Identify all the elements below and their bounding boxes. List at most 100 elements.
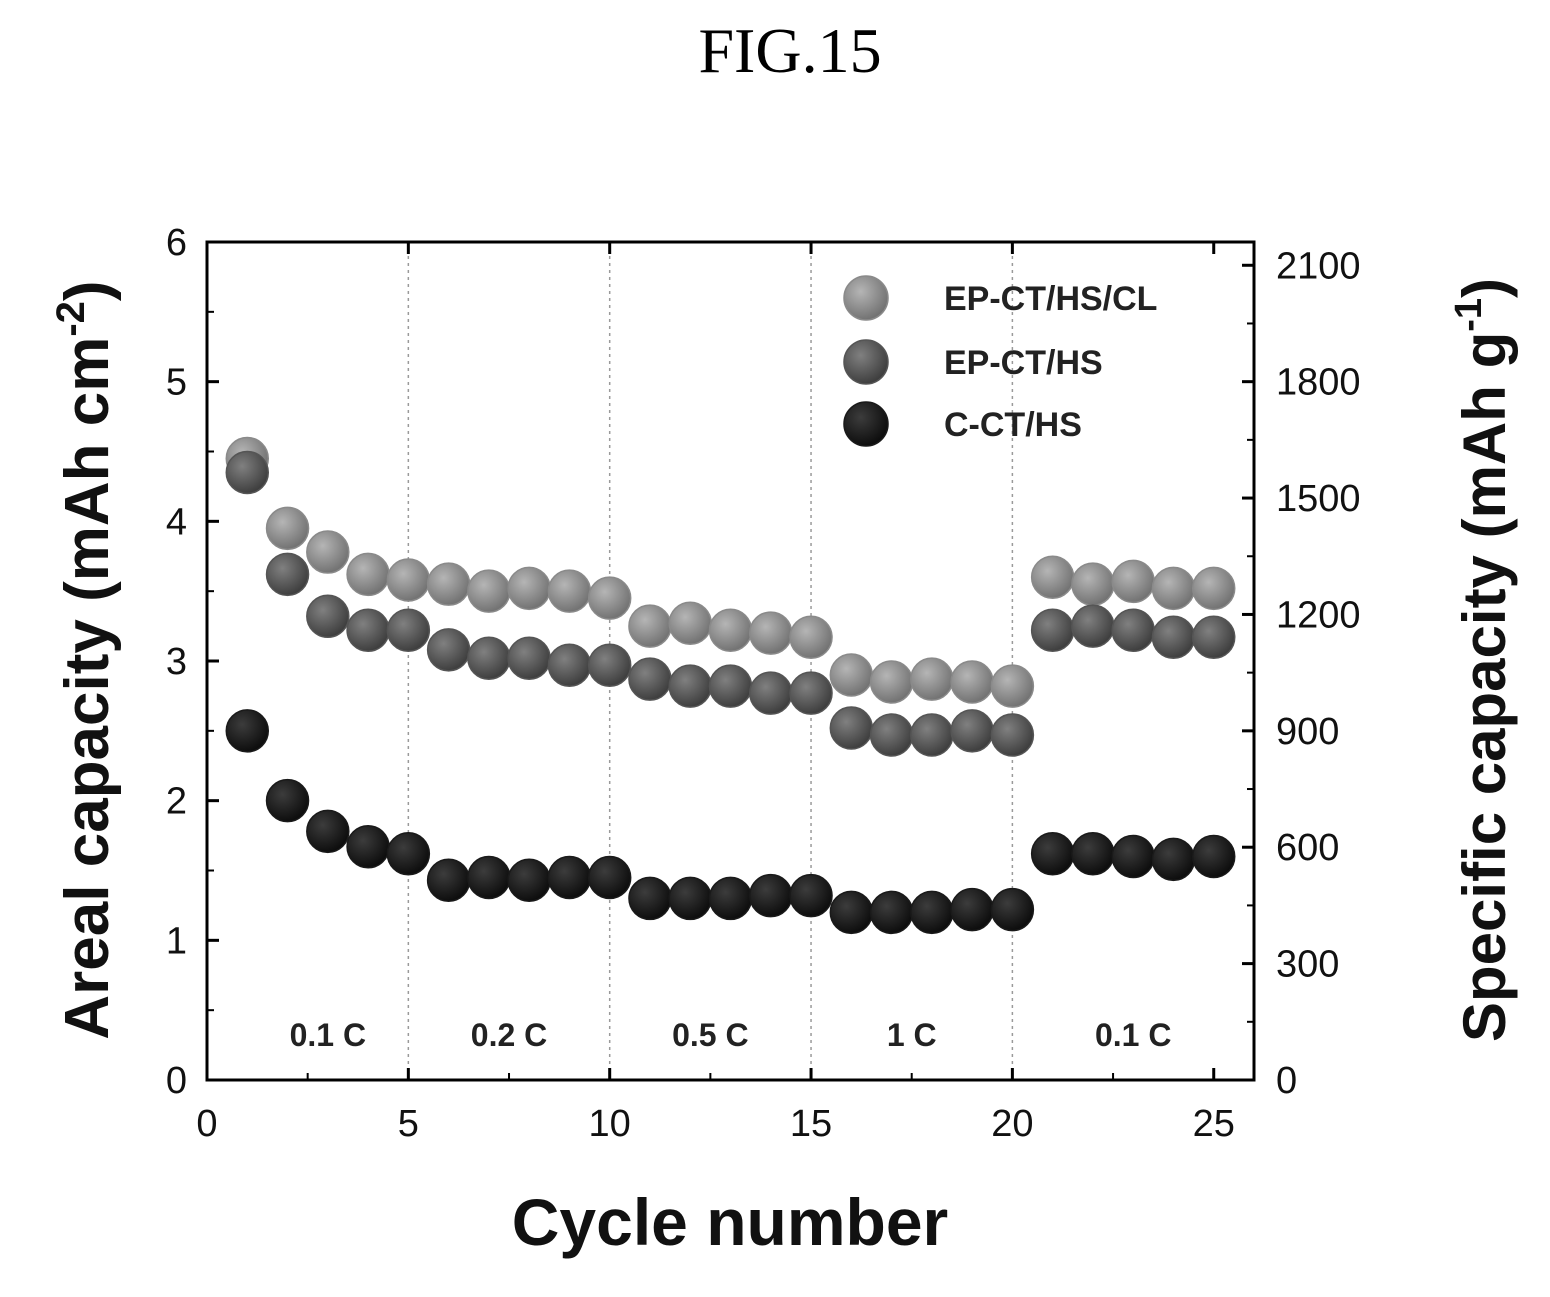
rate-label: 0.1 C bbox=[290, 1017, 366, 1053]
data-point bbox=[587, 855, 632, 900]
y-right-tick-label: 300 bbox=[1276, 944, 1339, 986]
data-point bbox=[1151, 566, 1196, 611]
data-point bbox=[587, 643, 632, 687]
legend-label: C-CT/HS bbox=[944, 406, 1082, 444]
y-right-axis-label: Specific capacity (mAh g-1) bbox=[1448, 278, 1518, 1042]
data-point bbox=[950, 709, 994, 753]
y-left-tick-label: 4 bbox=[166, 501, 187, 543]
data-point bbox=[467, 569, 511, 613]
data-point bbox=[346, 608, 390, 653]
legend: EP-CT/HS/CL EP-CT/HS C-CT/HS bbox=[843, 275, 1157, 447]
x-tick-label: 15 bbox=[790, 1103, 832, 1145]
x-tick-label: 10 bbox=[589, 1103, 631, 1145]
data-point bbox=[426, 628, 471, 672]
data-point bbox=[789, 671, 833, 715]
data-point bbox=[829, 890, 874, 935]
x-tick-label: 5 bbox=[398, 1103, 419, 1145]
data-point bbox=[1111, 608, 1155, 653]
y-right-tick-label: 1500 bbox=[1276, 478, 1361, 520]
y-right-tick-label: 1200 bbox=[1276, 594, 1361, 636]
y-right-axis-ticks: 0 300 600 900 1200 1500 1800 2100 bbox=[1242, 245, 1361, 1102]
data-point bbox=[910, 713, 954, 757]
y-left-axis-label: Areal capacity (mAh cm-2) bbox=[49, 280, 122, 1039]
data-point bbox=[306, 594, 350, 639]
y-right-tick-label: 900 bbox=[1276, 711, 1339, 753]
data-point bbox=[1071, 562, 1115, 606]
data-point bbox=[829, 706, 874, 750]
data-points bbox=[225, 436, 1236, 935]
data-point bbox=[1030, 555, 1075, 599]
data-point bbox=[1191, 615, 1236, 660]
rate-label: 0.5 C bbox=[672, 1017, 748, 1053]
data-point bbox=[265, 506, 310, 551]
data-point bbox=[869, 660, 914, 704]
legend-label: EP-CT/HS/CL bbox=[944, 280, 1157, 318]
rate-label: 0.1 C bbox=[1095, 1017, 1171, 1053]
data-point bbox=[628, 657, 672, 701]
y-right-tick-label: 2100 bbox=[1276, 245, 1361, 287]
y-left-tick-label: 2 bbox=[166, 781, 187, 823]
data-point bbox=[990, 887, 1035, 932]
data-point bbox=[386, 608, 431, 653]
data-point bbox=[306, 530, 350, 574]
rate-labels: 0.1 C 0.2 C 0.5 C 1 C 0.1 C bbox=[290, 1017, 1172, 1053]
x-tick-label: 20 bbox=[991, 1103, 1033, 1145]
data-point bbox=[547, 569, 592, 613]
data-point bbox=[306, 809, 350, 854]
data-point bbox=[1030, 608, 1075, 653]
data-point bbox=[265, 778, 310, 823]
data-point bbox=[426, 858, 471, 903]
data-point bbox=[1111, 559, 1155, 604]
rate-label: 1 C bbox=[887, 1017, 937, 1053]
data-point bbox=[789, 615, 833, 660]
y-left-axis-ticks: 0 1 2 3 4 5 6 bbox=[166, 222, 219, 1102]
data-point bbox=[749, 611, 793, 655]
data-point bbox=[668, 876, 712, 921]
data-point bbox=[668, 601, 712, 646]
data-point bbox=[467, 855, 511, 900]
rate-label: 0.2 C bbox=[471, 1017, 547, 1053]
data-point bbox=[587, 576, 632, 620]
data-point bbox=[708, 664, 753, 708]
data-point bbox=[910, 657, 954, 701]
data-point bbox=[749, 873, 793, 918]
data-point bbox=[708, 608, 753, 653]
y-right-tick-label: 0 bbox=[1276, 1060, 1297, 1102]
legend-label: EP-CT/HS bbox=[944, 344, 1103, 382]
data-point bbox=[990, 713, 1035, 757]
y-left-tick-label: 3 bbox=[166, 641, 187, 683]
data-point bbox=[547, 855, 592, 900]
data-point bbox=[1191, 834, 1236, 879]
data-point bbox=[1071, 831, 1115, 876]
data-point bbox=[507, 636, 551, 680]
data-point bbox=[628, 876, 672, 921]
data-point bbox=[950, 887, 994, 932]
y-left-tick-label: 1 bbox=[166, 920, 187, 962]
legend-marker bbox=[843, 275, 889, 321]
data-point bbox=[628, 604, 672, 648]
data-point bbox=[869, 890, 914, 935]
y-left-tick-label: 5 bbox=[166, 362, 187, 404]
data-point bbox=[1030, 831, 1075, 876]
data-point bbox=[789, 873, 833, 918]
data-point bbox=[829, 653, 874, 697]
data-point bbox=[1111, 834, 1155, 879]
data-point bbox=[386, 831, 431, 876]
data-point bbox=[1071, 604, 1115, 648]
data-point bbox=[910, 890, 954, 935]
data-point bbox=[668, 664, 712, 708]
y-right-tick-label: 1800 bbox=[1276, 362, 1361, 404]
data-point bbox=[1151, 837, 1196, 882]
data-point bbox=[225, 450, 270, 495]
data-point bbox=[346, 825, 390, 869]
y-right-tick-label: 600 bbox=[1276, 827, 1339, 869]
y-left-tick-label: 0 bbox=[166, 1060, 187, 1102]
data-point bbox=[547, 643, 592, 687]
data-point bbox=[1191, 566, 1236, 611]
data-point bbox=[265, 552, 310, 597]
data-point bbox=[1151, 615, 1196, 660]
x-axis-ticks: 0 5 10 15 20 25 bbox=[196, 242, 1235, 1145]
data-point bbox=[708, 876, 753, 921]
